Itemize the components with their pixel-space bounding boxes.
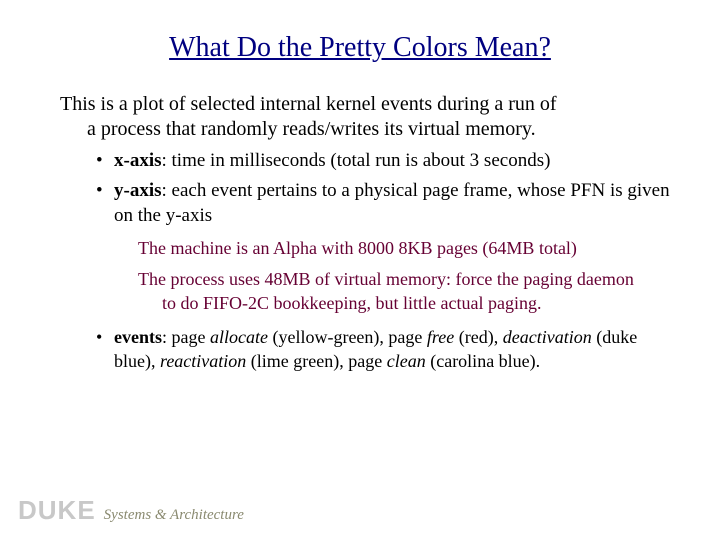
intro-line1: This is a plot of selected internal kern…: [60, 93, 557, 115]
duke-logo: DUKE: [18, 495, 96, 526]
bullet-x-axis: x-axis: time in milliseconds (total run …: [96, 148, 672, 174]
bullet-y-axis: y-axis: each event pertains to a physica…: [96, 178, 672, 229]
note-process: The process uses 48MB of virtual memory:…: [138, 268, 672, 315]
footer-text: Systems & Architecture: [104, 507, 244, 524]
y-axis-label: y-axis: [114, 180, 162, 201]
events-seg3: (red),: [454, 327, 502, 347]
slide-title: What Do the Pretty Colors Mean?: [48, 32, 672, 64]
events-allocate: allocate: [210, 327, 268, 347]
events-seg5: (lime green), page: [246, 351, 386, 371]
events-seg6: (carolina blue).: [426, 351, 540, 371]
slide: What Do the Pretty Colors Mean? This is …: [0, 0, 720, 540]
events-free: free: [427, 327, 454, 347]
bullet-events: events: page allocate (yellow-green), pa…: [96, 325, 672, 374]
footer: DUKE Systems & Architecture: [18, 495, 244, 526]
note-machine: The machine is an Alpha with 8000 8KB pa…: [138, 237, 672, 260]
events-seg1: : page: [162, 327, 210, 347]
events-reactivation: reactivation: [160, 351, 246, 371]
intro-text: This is a plot of selected internal kern…: [60, 92, 672, 142]
y-axis-desc: : each event pertains to a physical page…: [114, 180, 670, 227]
x-axis-desc: : time in milliseconds (total run is abo…: [162, 150, 551, 171]
events-seg2: (yellow-green), page: [268, 327, 427, 347]
intro-line2: a process that randomly reads/writes its…: [87, 118, 536, 140]
events-deactivation: deactivation: [503, 327, 592, 347]
events-label: events: [114, 327, 162, 347]
x-axis-label: x-axis: [114, 150, 162, 171]
events-clean: clean: [387, 351, 426, 371]
